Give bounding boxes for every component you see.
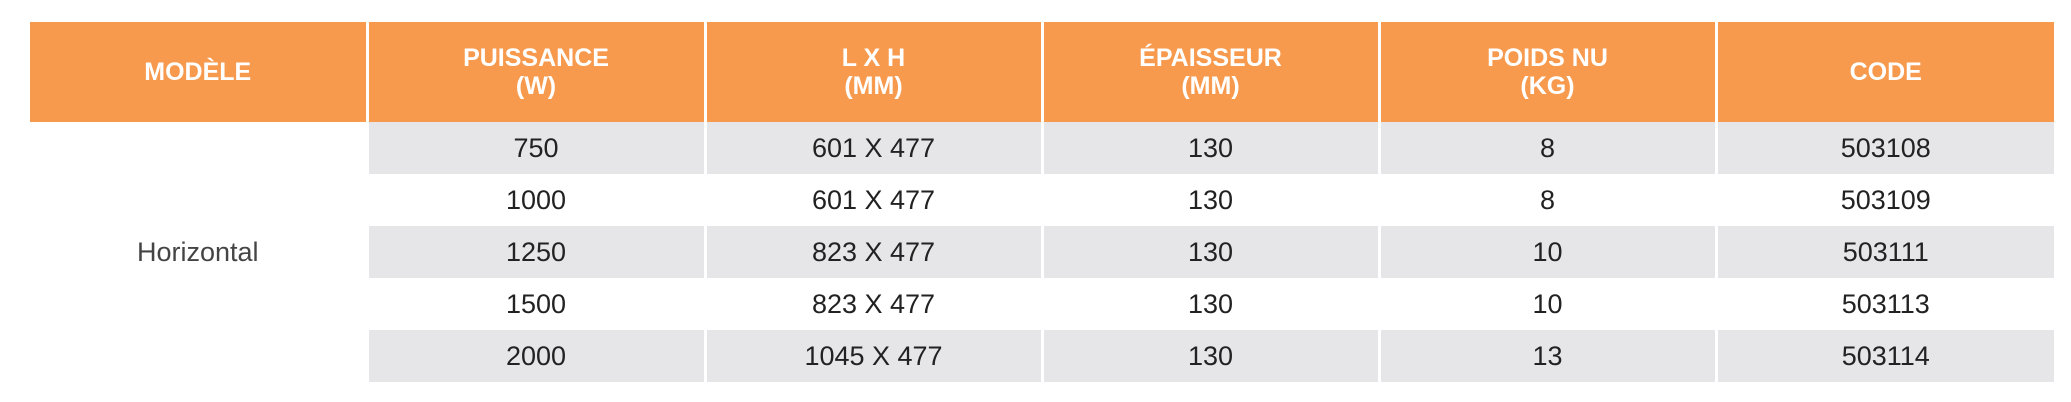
header-text: (KG) (1520, 72, 1575, 100)
table-cell: 503109 (1714, 174, 2054, 226)
header-cell: POIDS NU (KG) (1377, 22, 1716, 122)
table-cell: 1250 (365, 226, 705, 278)
table-cell: 823 X 477 (703, 278, 1042, 330)
table-cell: 130 (1040, 330, 1379, 382)
table-cell: 10 (1377, 226, 1716, 278)
table-cell: 503111 (1714, 226, 2054, 278)
header-text: MODÈLE (144, 58, 252, 86)
header-cell: L X H (MM) (703, 22, 1042, 122)
table-cell: 750 (365, 122, 705, 174)
table-cell: 1000 (365, 174, 705, 226)
header-text: (MM) (844, 72, 903, 100)
table-row: Horizontal 750 601 X 477 130 8 503108 (30, 122, 2054, 382)
table-cell: 1500 (365, 278, 705, 330)
table-cell: 130 (1040, 278, 1379, 330)
table-cell: 601 X 477 (703, 122, 1042, 174)
table-cell: 8 (1377, 122, 1716, 174)
header-row: MODÈLE PUISSANCE (W) L X H (MM) ÉPAISSEUR (MM)… (30, 22, 2054, 122)
table-cell: 10 (1377, 278, 1716, 330)
table-cell: 130 (1040, 226, 1379, 278)
table-row: 1500 823 X 477 130 10 503113 (30, 278, 2054, 330)
header-cell: CODE (1714, 22, 2054, 122)
header-text: ÉPAISSEUR (1139, 44, 1282, 72)
spec-table: MODÈLE PUISSANCE (W) L X H (MM) ÉPAISSEUR (MM)… (30, 22, 2054, 382)
table-cell: 8 (1377, 174, 1716, 226)
table-row: 1000 601 X 477 130 8 503109 (30, 174, 2054, 226)
header-text: L X H (841, 44, 906, 72)
model-cell: Horizontal (30, 122, 367, 382)
header-text: (W) (515, 72, 557, 100)
table-cell: 503114 (1714, 330, 2054, 382)
table-row: 1250 823 X 477 130 10 503111 (30, 226, 2054, 278)
table-cell: 130 (1040, 174, 1379, 226)
table-cell: 2000 (365, 330, 705, 382)
table-cell: 130 (1040, 122, 1379, 174)
header-cell: PUISSANCE (W) (365, 22, 705, 122)
header-text: PUISSANCE (463, 44, 609, 72)
table-cell: 823 X 477 (703, 226, 1042, 278)
header-text: CODE (1849, 58, 1922, 86)
header-cell: ÉPAISSEUR (MM) (1040, 22, 1379, 122)
table-row: 2000 1045 X 477 130 13 503114 (30, 330, 2054, 382)
table-cell: 1045 X 477 (703, 330, 1042, 382)
table-body: Horizontal 750 601 X 477 130 8 503108 1000 601 … (30, 122, 2054, 382)
table-cell: 503113 (1714, 278, 2054, 330)
header-text: (MM) (1181, 72, 1240, 100)
header-text: POIDS NU (1487, 44, 1608, 72)
table-cell: 503108 (1714, 122, 2054, 174)
table-cell: 601 X 477 (703, 174, 1042, 226)
table-cell: 13 (1377, 330, 1716, 382)
header-cell: MODÈLE (30, 22, 367, 122)
